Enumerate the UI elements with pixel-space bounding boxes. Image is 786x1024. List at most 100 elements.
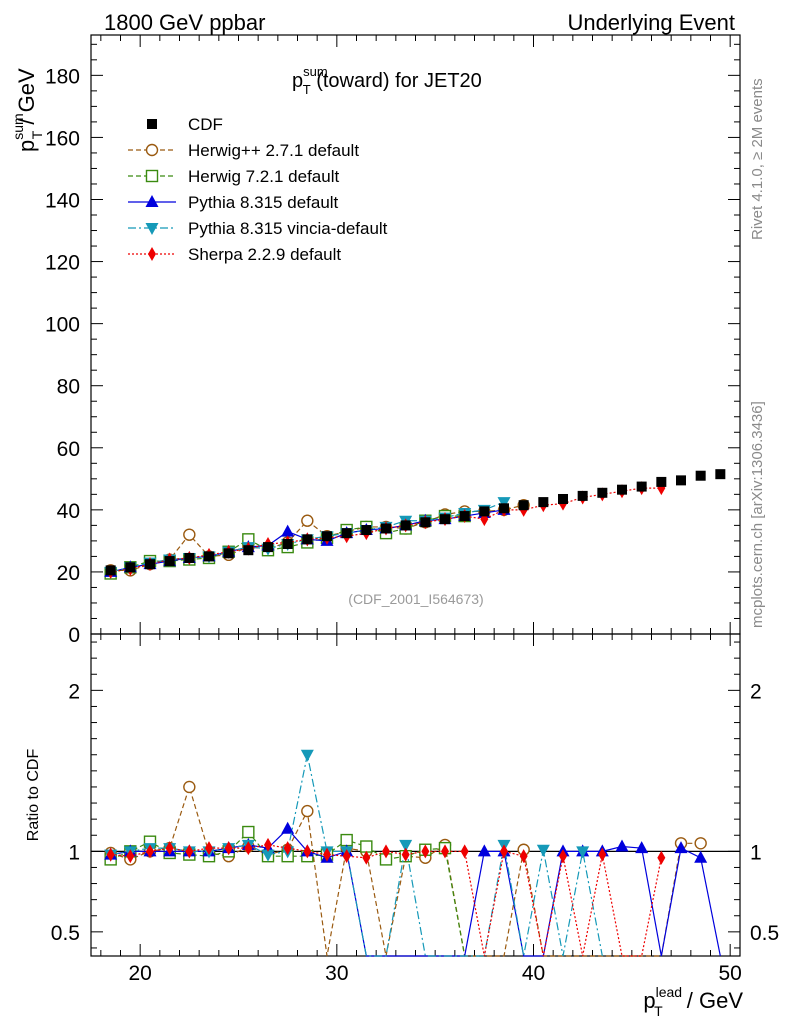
ratio-series-layer <box>91 749 740 957</box>
ratio-point <box>559 849 567 864</box>
ratio-point <box>224 841 233 856</box>
legend-label: Herwig++ 2.7.1 default <box>188 141 359 160</box>
ratio-point <box>301 804 314 818</box>
data-point <box>656 476 667 487</box>
ratio-y-tick-label: 0.5 <box>51 922 80 945</box>
data-point <box>676 475 686 486</box>
ratio-point <box>441 844 449 859</box>
ratio-point <box>615 839 629 852</box>
ratio-point <box>106 847 115 862</box>
main-y-tick-label: 140 <box>45 189 80 212</box>
mcplots-label-group: mcplots.cern.ch [arXiv:1306.3436] <box>749 401 766 628</box>
main-y-tick-label: 40 <box>57 500 80 523</box>
ratio-point <box>340 833 353 847</box>
ratio-point <box>126 849 135 864</box>
ratio-point <box>183 780 196 794</box>
data-point <box>577 490 588 501</box>
data-point <box>322 531 332 542</box>
rivet-label-group: Rivet 4.1.0, ≥ 2M events <box>749 78 766 240</box>
ratio-point <box>399 839 413 852</box>
legend-entry: Pythia 8.315 vincia-default <box>128 219 388 238</box>
data-point <box>125 562 136 573</box>
ratio-point <box>281 821 295 834</box>
header-left: 1800 GeV ppbar <box>104 10 265 35</box>
legend-marker <box>145 169 159 183</box>
ratio-y-label-group: Ratio to CDF <box>25 749 42 842</box>
data-point <box>341 528 352 539</box>
x-axis-label: plead T / GeV <box>643 984 743 1019</box>
legend-marker <box>145 195 159 207</box>
ratio-point <box>242 825 255 839</box>
analysis-watermark: (CDF_2001_I564673) <box>348 591 483 607</box>
series-line <box>110 487 662 573</box>
main-y-tick-label: 60 <box>57 438 80 461</box>
ratio-y-tick-label-right: 2 <box>750 680 762 703</box>
ratio-point <box>401 847 410 862</box>
data-point <box>184 552 195 563</box>
data-point <box>400 520 411 531</box>
legend-entry: Herwig++ 2.7.1 default <box>128 141 359 160</box>
ratio-point <box>536 844 550 857</box>
data-point <box>282 538 293 549</box>
data-point <box>636 481 647 492</box>
x-tick-label: 50 <box>718 962 741 985</box>
ratio-point <box>146 844 154 859</box>
data-point <box>164 556 175 567</box>
data-point <box>440 514 450 525</box>
main-y-tick-label: 20 <box>57 562 80 585</box>
data-point <box>204 551 214 562</box>
data-point <box>499 503 509 514</box>
ratio-point <box>477 844 491 857</box>
ratio-point <box>244 841 253 856</box>
ratio-point <box>165 841 174 856</box>
ratio-point <box>261 849 275 862</box>
data-point <box>558 493 568 504</box>
main-y-tick-label: 180 <box>45 65 80 88</box>
ratio-point <box>500 844 508 859</box>
legend-entry: CDF <box>147 115 223 134</box>
ratio-point <box>576 846 590 859</box>
ratio-point <box>342 849 351 864</box>
ratio-y-tick-labels: 0.5 0.5 1 1 2 2 <box>51 680 779 945</box>
main-y-tick-label: 120 <box>45 252 80 275</box>
main-series-layer <box>104 469 726 580</box>
legend-label: Pythia 8.315 vincia-default <box>188 219 388 238</box>
ratio-point <box>323 847 331 862</box>
main-y-tick-label: 0 <box>68 624 80 647</box>
main-y-tick-label: 160 <box>45 127 80 150</box>
main-title: psum T (toward) for JET20 <box>292 64 482 97</box>
x-tick-label: 40 <box>522 962 545 985</box>
data-point <box>243 545 254 556</box>
ratio-point <box>694 837 707 850</box>
data-point <box>281 524 295 537</box>
ratio-point <box>519 849 528 864</box>
data-point <box>105 565 116 576</box>
ratio-y-tick-label: 2 <box>68 680 80 703</box>
x-tick-label: 20 <box>128 962 151 985</box>
main-y-label: psum T / GeV <box>10 68 45 152</box>
ratio-point <box>657 850 666 865</box>
data-point <box>381 523 391 534</box>
ratio-point <box>674 841 688 854</box>
main-y-tick-label: 80 <box>57 376 80 399</box>
legend-entry: Pythia 8.315 default <box>128 193 339 212</box>
ratio-line <box>110 784 701 957</box>
ratio-plot-frame <box>90 633 741 957</box>
legend: CDF Herwig++ 2.7.1 default Herwig 7.2.1 de… <box>128 115 388 264</box>
ratio-point <box>264 837 272 852</box>
data-point <box>695 470 706 481</box>
legend-marker <box>145 223 159 235</box>
data-point <box>597 487 608 498</box>
data-point <box>302 534 313 545</box>
ratio-axis-ticks <box>91 634 740 956</box>
ratio-point <box>382 844 390 859</box>
ratio-point <box>598 847 607 862</box>
main-axis-ticks <box>91 35 740 635</box>
data-point <box>361 525 372 536</box>
ratio-y-label: Ratio to CDF <box>25 749 42 842</box>
ratio-series-2 <box>104 821 721 957</box>
ratio-line <box>110 844 662 957</box>
legend-marker <box>148 247 156 261</box>
ratio-point <box>185 844 194 859</box>
